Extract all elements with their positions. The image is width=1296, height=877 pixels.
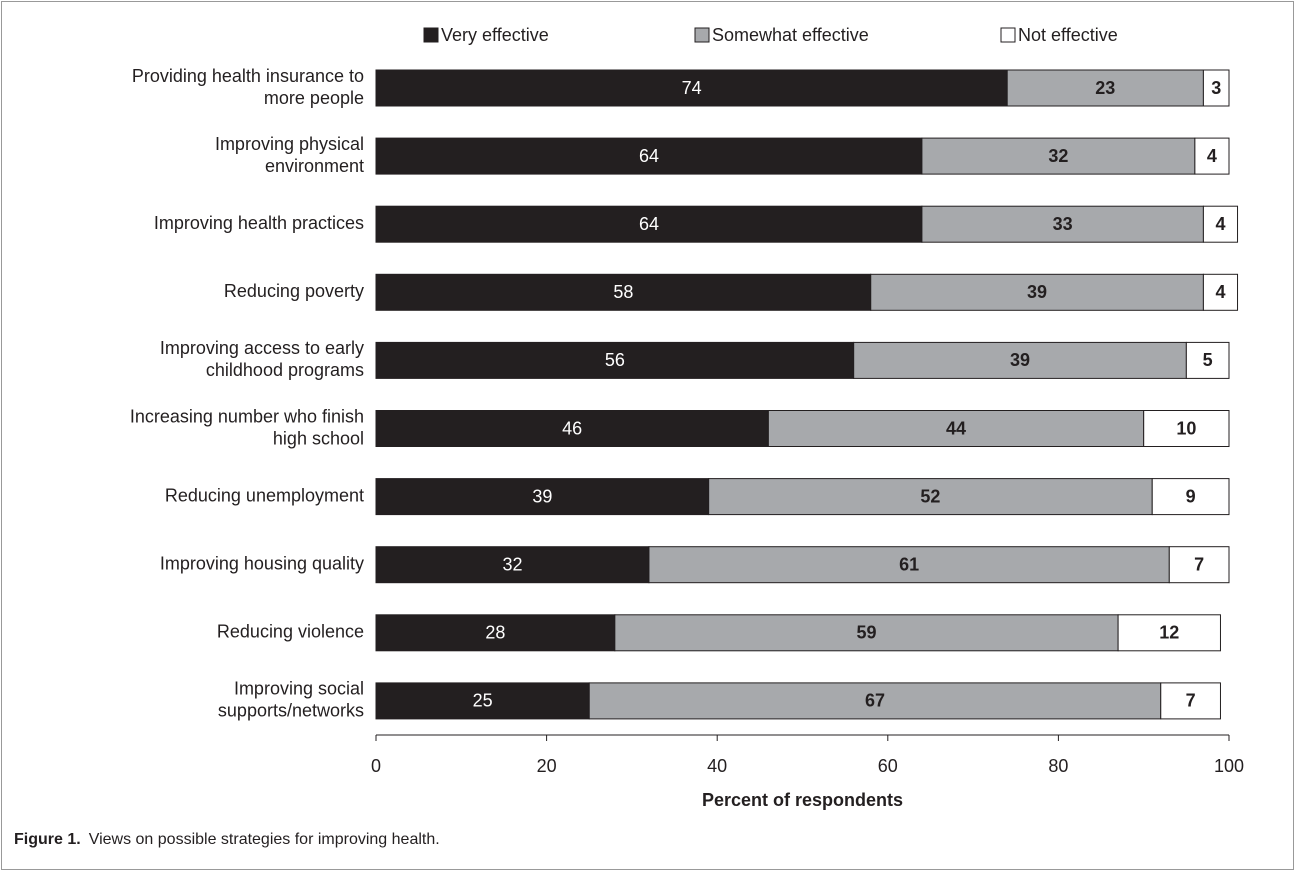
bar-segment <box>870 273 1204 311</box>
bar-segment <box>648 546 1170 584</box>
data-label: 74 <box>682 78 702 98</box>
data-label: 61 <box>899 554 919 574</box>
y-tick-label: more people <box>264 88 364 108</box>
x-tick-label: 100 <box>1214 756 1244 776</box>
bar-segment <box>375 137 923 175</box>
data-label: 4 <box>1207 146 1217 166</box>
bar-segment <box>375 273 872 311</box>
caption-label: Figure 1. <box>14 831 81 848</box>
data-label: 23 <box>1095 78 1115 98</box>
data-label: 39 <box>532 486 552 506</box>
bar-segment <box>588 682 1162 720</box>
bar-segment <box>375 682 590 720</box>
data-label: 7 <box>1194 554 1204 574</box>
y-tick-label: Improving health practices <box>154 213 364 233</box>
data-label: 64 <box>639 146 659 166</box>
x-axis-title: Percent of respondents <box>702 790 903 810</box>
bar-segment <box>375 341 855 379</box>
data-label: 59 <box>856 623 876 643</box>
legend-label: Not effective <box>1018 25 1118 45</box>
legend-swatch <box>423 27 439 43</box>
bar-segment <box>921 205 1204 243</box>
data-label: 58 <box>613 282 633 302</box>
y-tick-label: supports/networks <box>218 701 364 721</box>
data-label: 67 <box>865 691 885 711</box>
x-tick-label: 20 <box>537 756 557 776</box>
y-tick-label: environment <box>265 156 364 176</box>
data-label: 32 <box>502 554 522 574</box>
data-label: 64 <box>639 214 659 234</box>
data-label: 10 <box>1176 418 1196 438</box>
data-label: 5 <box>1203 350 1213 370</box>
data-label: 9 <box>1186 486 1196 506</box>
data-label: 3 <box>1211 78 1221 98</box>
bar-segment <box>921 137 1196 175</box>
y-tick-label: Reducing unemployment <box>165 485 364 505</box>
x-tick-label: 40 <box>707 756 727 776</box>
x-tick-label: 0 <box>371 756 381 776</box>
data-label: 12 <box>1159 623 1179 643</box>
bar-segment <box>375 478 710 516</box>
y-tick-label: Improving housing quality <box>160 553 364 573</box>
data-label: 32 <box>1048 146 1068 166</box>
data-label: 33 <box>1053 214 1073 234</box>
x-tick-label: 80 <box>1048 756 1068 776</box>
legend-swatch <box>1000 27 1016 43</box>
bar-segment <box>1185 341 1230 379</box>
bar-segment <box>1006 69 1204 107</box>
y-tick-label: Providing health insurance to <box>132 66 364 86</box>
data-label: 44 <box>946 418 966 438</box>
y-tick-label: Reducing poverty <box>224 281 364 301</box>
bar-segment <box>375 69 1008 107</box>
caption: Figure 1. Views on possible strategies fo… <box>14 831 440 848</box>
bar-segment <box>1168 546 1230 584</box>
bar-segment <box>767 410 1145 447</box>
data-label: 39 <box>1010 350 1030 370</box>
data-label: 4 <box>1215 214 1225 234</box>
bar-segment <box>708 478 1153 516</box>
bar-segment <box>1143 410 1230 447</box>
y-tick-label: childhood programs <box>206 360 364 380</box>
y-tick-label: Reducing violence <box>217 622 364 642</box>
bar-segment <box>1202 273 1239 311</box>
data-label: 56 <box>605 350 625 370</box>
data-label: 39 <box>1027 282 1047 302</box>
legend-swatch <box>694 27 710 43</box>
bar-segment <box>614 614 1119 652</box>
x-tick-label: 60 <box>878 756 898 776</box>
legend-label: Very effective <box>441 25 549 45</box>
y-tick-label: Improving physical <box>215 134 364 154</box>
bar-segment <box>1202 205 1239 243</box>
bar-segment <box>375 614 616 652</box>
y-tick-label: Improving social <box>234 679 364 699</box>
y-tick-label: Improving access to early <box>160 338 364 358</box>
bar-segment <box>1151 478 1230 516</box>
legend-label: Somewhat effective <box>712 25 869 45</box>
y-tick-label: high school <box>273 428 364 448</box>
bar-segment <box>1117 614 1221 652</box>
data-label: 7 <box>1186 691 1196 711</box>
data-label: 28 <box>485 623 505 643</box>
bar-segment <box>1160 682 1221 720</box>
data-label: 4 <box>1215 282 1225 302</box>
data-label: 52 <box>920 486 940 506</box>
data-label: 46 <box>562 418 582 438</box>
y-tick-label: Increasing number who finish <box>130 406 364 426</box>
caption-text: Views on possible strategies for improvi… <box>89 831 440 848</box>
bar-segment <box>1202 69 1230 107</box>
data-label: 25 <box>473 691 493 711</box>
bar-segment <box>1194 137 1230 175</box>
